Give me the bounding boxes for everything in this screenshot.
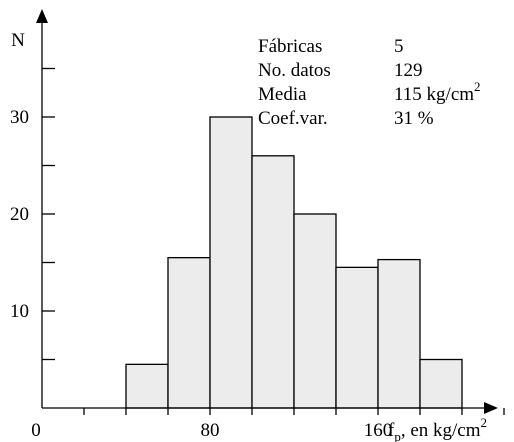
histogram-bar-5 — [293, 213, 337, 409]
stat-value-media: 115 kg/cm2 — [394, 79, 481, 105]
histogram-bar-2 — [167, 256, 211, 409]
y-tick-label-20: 20 — [10, 204, 29, 225]
stat-value-fabricas: 5 — [394, 36, 404, 57]
y-ticks-group: 10 20 30 — [10, 67, 55, 361]
stat-label-fabricas: Fábricas — [258, 36, 322, 57]
histogram-bar-1 — [125, 363, 169, 409]
stat-value-coef-var: 31 % — [394, 108, 434, 129]
x-axis-label-subscript: p — [394, 429, 401, 442]
y-axis-arrow — [36, 9, 48, 23]
stat-value-media-superscript: 2 — [474, 79, 481, 94]
histogram-bar-7 — [377, 258, 421, 409]
x-axis-label-rest: , en kg/cm — [401, 420, 481, 441]
x-tick-label-160: 160 — [364, 420, 393, 441]
stat-value-media-main: 115 kg/cm — [394, 84, 474, 105]
x-axis-label-main: f — [388, 420, 395, 441]
histogram-bar-8 — [419, 358, 463, 409]
x-ticks-group: 0 80 160 — [31, 408, 505, 441]
histogram-bar-3 — [209, 116, 253, 409]
histogram-bar-4 — [251, 155, 295, 409]
bars-group — [125, 116, 463, 409]
histogram-bar-6 — [335, 266, 379, 409]
stat-label-media: Media — [258, 84, 307, 105]
y-tick-label-30: 30 — [10, 107, 29, 128]
x-axis-arrow — [484, 402, 498, 414]
stat-label-coef-var: Coef.var. — [258, 108, 328, 129]
x-tick-label-80: 80 — [201, 420, 220, 441]
y-tick-label-10: 10 — [10, 301, 29, 322]
x-tick-label-0: 0 — [31, 420, 41, 441]
stat-label-no-datos: No. datos — [258, 60, 331, 81]
stat-value-no-datos: 129 — [394, 60, 423, 81]
y-axis-label: N — [11, 30, 25, 51]
x-axis-label-superscript: 2 — [481, 415, 488, 430]
x-axis-label: fp, en kg/cm2 — [388, 415, 487, 442]
stats-panel: Fábricas 5 No. datos 129 Media 115 kg/cm… — [258, 36, 481, 129]
